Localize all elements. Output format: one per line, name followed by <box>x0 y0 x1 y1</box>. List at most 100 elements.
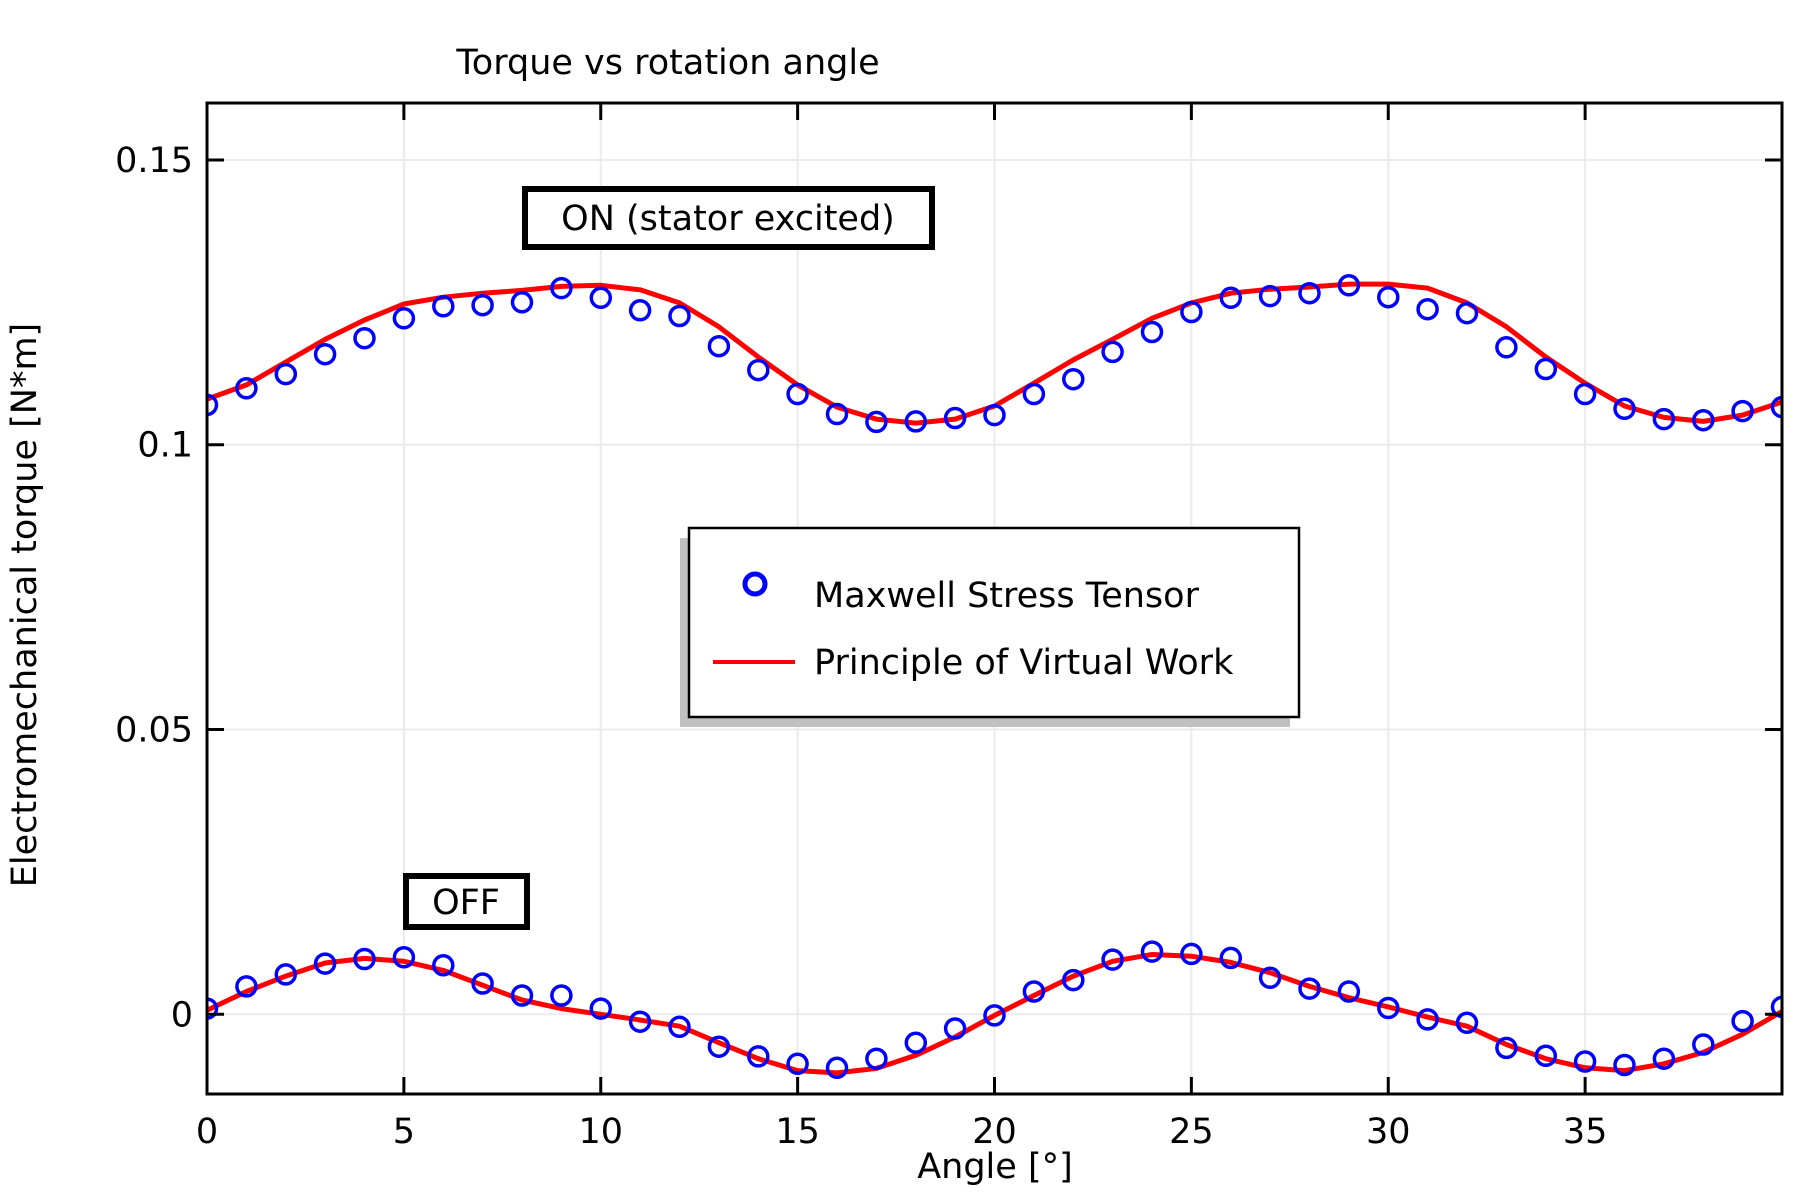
data-point-off <box>825 1056 849 1080</box>
data-point-on <box>1062 367 1085 391</box>
data-point-off <box>983 1004 1006 1027</box>
annotation-on: ON (stator excited) <box>522 186 935 250</box>
legend-label-maxwell: Maxwell Stress Tensor <box>814 576 1200 616</box>
data-point-off <box>207 997 219 1020</box>
y-tick-label: 0.1 <box>137 426 193 466</box>
data-point-on <box>1416 297 1439 321</box>
y-axis-label: Electromechanical torque [N*m] <box>5 323 45 887</box>
data-point-off <box>353 947 376 971</box>
legend-box <box>687 526 1301 719</box>
annotation-off-text: OFF <box>432 883 500 923</box>
x-tick-label: 30 <box>1366 1112 1411 1152</box>
annotation-off-box <box>403 873 530 930</box>
data-point-on <box>510 291 534 314</box>
series-group <box>207 274 1782 1080</box>
data-point-off <box>1652 1047 1676 1070</box>
data-point-off <box>471 972 494 995</box>
data-point-on <box>1731 399 1754 423</box>
data-point-off <box>1140 940 1164 963</box>
x-tick-label: 25 <box>1169 1112 1214 1152</box>
data-point-off <box>628 1010 652 1033</box>
data-point-off <box>1455 1011 1479 1035</box>
data-point-on <box>1219 286 1243 310</box>
data-point-on <box>207 393 219 417</box>
legend-marker-circle-icon <box>742 571 768 597</box>
data-point-on <box>313 342 337 366</box>
x-axis-label: Angle [°] <box>917 1147 1073 1187</box>
data-point-on <box>550 276 573 300</box>
data-point-on <box>1652 407 1676 431</box>
data-point-off <box>865 1047 888 1070</box>
chart-title: Torque vs rotation angle <box>455 43 879 83</box>
data-point-on <box>943 406 967 430</box>
data-point-on <box>786 382 809 406</box>
legend-label-virtual-work: Principle of Virtual Work <box>814 643 1234 683</box>
x-tick-label: 10 <box>578 1112 623 1152</box>
data-point-on <box>1022 382 1046 406</box>
data-point-off <box>943 1017 967 1040</box>
x-tick-label: 5 <box>393 1112 415 1152</box>
data-point-on <box>1377 285 1400 309</box>
axis-ticks <box>205 103 1782 1094</box>
data-point-off <box>550 984 573 1007</box>
data-point-off <box>1180 942 1203 966</box>
data-point-on <box>1455 301 1479 325</box>
data-point-off <box>1495 1036 1518 1060</box>
data-point-on <box>628 299 652 322</box>
data-point-off <box>589 997 613 1020</box>
x-tick-label: 35 <box>1563 1112 1608 1152</box>
data-point-on <box>1613 397 1636 421</box>
data-point-on <box>707 334 731 358</box>
data-point-on <box>235 377 258 400</box>
data-point-off <box>1731 1009 1754 1033</box>
data-point-on <box>904 410 928 433</box>
data-point-off <box>1613 1053 1636 1077</box>
tick-labels: 0 5 10 15 20 25 30 35 0 0.05 0.1 0.15 <box>115 141 1607 1152</box>
y-tick-label: 0.15 <box>115 141 193 181</box>
data-point-on <box>1770 395 1782 419</box>
data-point-off <box>747 1045 770 1068</box>
y-tick-label: 0 <box>171 995 193 1035</box>
x-tick-label: 20 <box>972 1112 1017 1152</box>
data-point-off <box>1770 995 1782 1019</box>
data-point-on <box>1692 408 1715 432</box>
data-point-off <box>1534 1044 1558 1068</box>
annotation-off: OFF <box>403 873 530 930</box>
y-tick-label: 0.05 <box>115 710 193 750</box>
data-point-on <box>747 358 770 382</box>
data-point-on <box>668 304 691 328</box>
data-point-on <box>825 402 849 426</box>
data-point-off <box>1062 968 1085 992</box>
annotation-on-text: ON (stator excited) <box>561 199 895 239</box>
data-point-on <box>1180 300 1203 324</box>
data-point-off <box>1416 1008 1439 1031</box>
data-point-on <box>1140 320 1164 344</box>
data-point-off <box>432 954 455 977</box>
data-point-on <box>353 326 376 350</box>
data-point-off <box>1573 1050 1597 1073</box>
data-point-on <box>1101 340 1124 364</box>
data-point-on <box>865 410 888 434</box>
data-point-on <box>471 293 494 317</box>
data-point-on <box>1495 336 1518 359</box>
data-point-on <box>1573 382 1597 406</box>
annotation-on-box <box>522 186 935 250</box>
data-point-off <box>1337 980 1361 1003</box>
data-point-off <box>707 1035 731 1058</box>
data-point-on <box>432 295 455 318</box>
data-point-off <box>313 952 337 975</box>
data-point-off <box>904 1031 928 1054</box>
data-point-off <box>1219 946 1243 970</box>
data-point-on <box>1258 284 1282 308</box>
x-tick-label: 0 <box>196 1112 218 1152</box>
data-point-off <box>668 1015 691 1039</box>
data-point-off <box>274 963 298 986</box>
data-point-on <box>392 307 416 330</box>
data-point-on <box>274 362 298 386</box>
series-layer <box>207 274 1782 1080</box>
data-point-off <box>1022 980 1046 1003</box>
x-tick-label: 15 <box>775 1112 820 1152</box>
data-point-off <box>1298 977 1321 1000</box>
data-point-off <box>510 984 534 1007</box>
